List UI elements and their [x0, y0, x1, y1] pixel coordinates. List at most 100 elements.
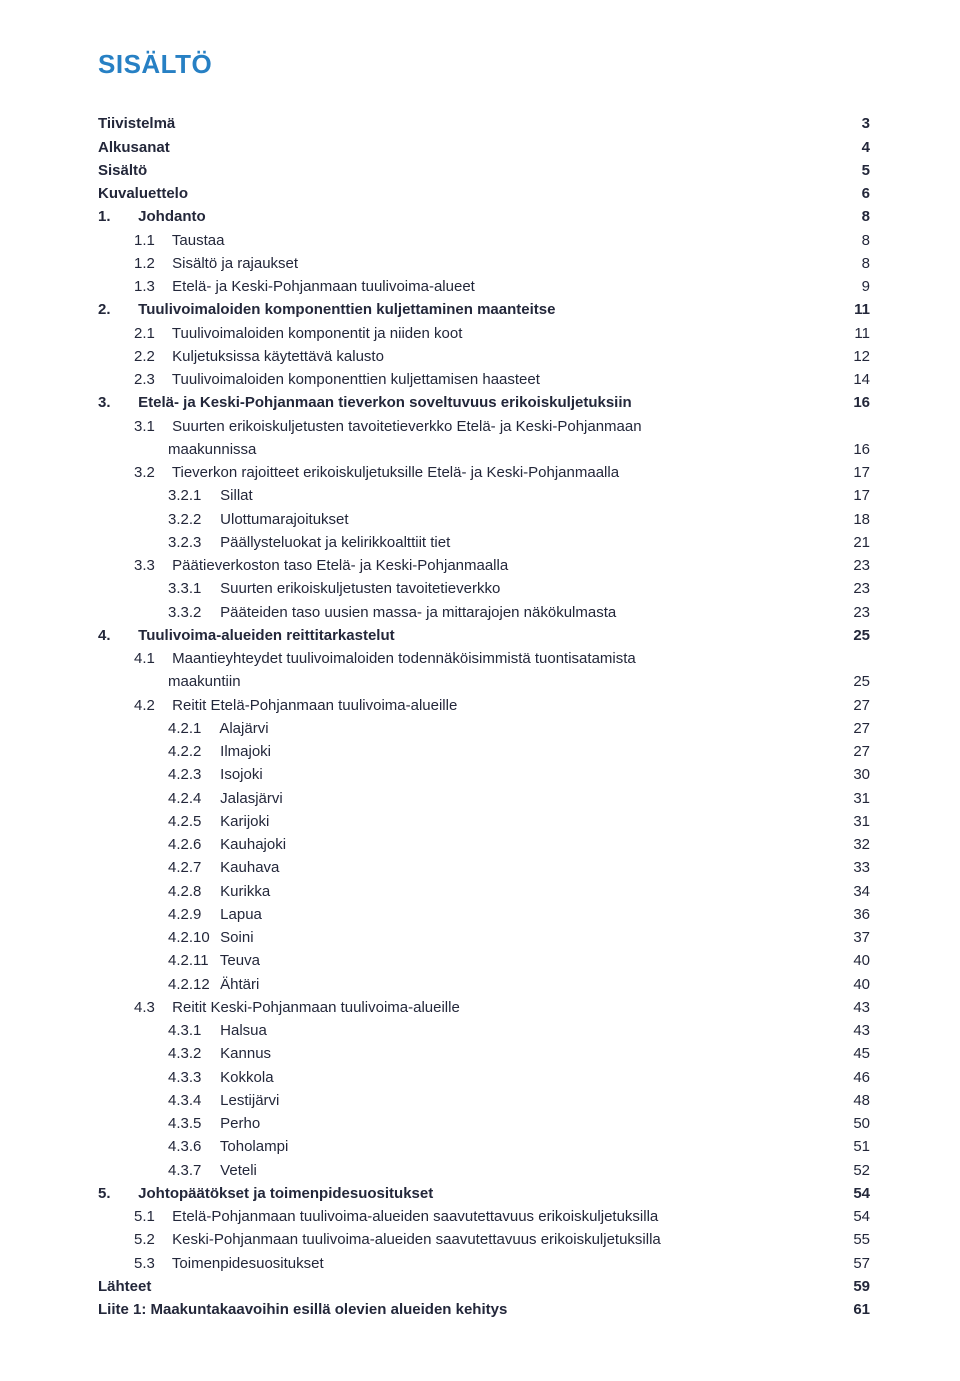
toc-entry-number: 4.2.3 [168, 763, 216, 786]
toc-entry-page: 8 [834, 229, 870, 252]
toc-entry-label: 2.1 Tuulivoimaloiden komponentit ja niid… [98, 322, 834, 345]
toc-entry: 2.3 Tuulivoimaloiden komponenttien kulje… [98, 368, 870, 391]
toc-entry-number: 3.3.2 [168, 601, 216, 624]
toc-entry-number: 3.3 [134, 554, 168, 577]
toc-entry-label: 3.3.1 Suurten erikoiskuljetusten tavoite… [98, 577, 834, 600]
toc-entry-label: Lähteet [98, 1275, 834, 1298]
toc-entry-text: Tuulivoimaloiden komponenttien kuljettam… [172, 371, 540, 388]
toc-entry-text: Karijoki [220, 813, 269, 830]
toc-entry: 3.3.2 Pääteiden taso uusien massa- ja mi… [98, 601, 870, 624]
table-of-contents: Tiivistelmä3Alkusanat4Sisältö5Kuvaluette… [98, 112, 870, 1321]
toc-entry-text: Lestijärvi [220, 1092, 279, 1109]
toc-entry-label: 2. Tuulivoimaloiden komponenttien kuljet… [98, 298, 834, 321]
toc-entry-label: 3. Etelä- ja Keski-Pohjanmaan tieverkon … [98, 391, 834, 414]
toc-entry: Liite 1: Maakuntakaavoihin esillä olevie… [98, 1298, 870, 1321]
toc-entry-text: Toimenpidesuositukset [172, 1255, 324, 1272]
toc-entry: Alkusanat4 [98, 136, 870, 159]
toc-entry-page: 27 [834, 740, 870, 763]
toc-entry: Kuvaluettelo6 [98, 182, 870, 205]
toc-entry-page: 8 [834, 252, 870, 275]
toc-entry-text: Teuva [220, 952, 260, 969]
toc-entry-number: 4.3 [134, 996, 168, 1019]
toc-entry-page: 27 [834, 694, 870, 717]
toc-entry: 3.2.3 Päällysteluokat ja kelirikkoalttii… [98, 531, 870, 554]
toc-entry-label: 1.3 Etelä- ja Keski-Pohjanmaan tuulivoim… [98, 275, 834, 298]
toc-entry-number: 4.2.10 [168, 926, 216, 949]
toc-entry-number: 3.2.2 [168, 508, 216, 531]
toc-entry: 4.2.2 Ilmajoki27 [98, 740, 870, 763]
toc-entry-label: 4.3 Reitit Keski-Pohjanmaan tuulivoima-a… [98, 996, 834, 1019]
toc-entry: maakunnissa16 [98, 438, 870, 461]
toc-entry: 4.3.6 Toholampi51 [98, 1135, 870, 1158]
toc-entry-label: 2.2 Kuljetuksissa käytettävä kalusto [98, 345, 834, 368]
toc-entry-text: Veteli [220, 1162, 257, 1179]
toc-entry-page: 34 [834, 880, 870, 903]
toc-entry-page: 12 [834, 345, 870, 368]
toc-entry-number: 4.2.1 [168, 717, 216, 740]
toc-entry: 4.2.12 Ähtäri40 [98, 973, 870, 996]
toc-entry: 4.2.6 Kauhajoki32 [98, 833, 870, 856]
toc-entry: 4.2 Reitit Etelä-Pohjanmaan tuulivoima-a… [98, 694, 870, 717]
toc-entry-text: Ilmajoki [220, 743, 271, 760]
toc-entry-label: 5.3 Toimenpidesuositukset [98, 1252, 834, 1275]
toc-entry: 3. Etelä- ja Keski-Pohjanmaan tieverkon … [98, 391, 870, 414]
toc-entry: 4.2.11 Teuva40 [98, 949, 870, 972]
toc-entry: 4.2.5 Karijoki31 [98, 810, 870, 833]
toc-entry: 4.3.7 Veteli52 [98, 1159, 870, 1182]
toc-entry: maakuntiin25 [98, 670, 870, 693]
toc-entry: 5.2 Keski-Pohjanmaan tuulivoima-alueiden… [98, 1228, 870, 1251]
toc-entry-number: 4.2.5 [168, 810, 216, 833]
toc-entry-page: 3 [834, 112, 870, 135]
toc-entry-label: 1.2 Sisältö ja rajaukset [98, 252, 834, 275]
toc-entry-text: Kurikka [220, 883, 270, 900]
toc-entry-label: 4.2.7 Kauhava [98, 856, 834, 879]
toc-entry-text: Kannus [220, 1045, 271, 1062]
toc-entry-text: Tiivistelmä [98, 115, 175, 132]
toc-entry: 4.3.1 Halsua43 [98, 1019, 870, 1042]
toc-entry-label: 1. Johdanto [98, 205, 834, 228]
toc-entry-text: Sillat [220, 487, 253, 504]
toc-entry-text: Kuljetuksissa käytettävä kalusto [172, 348, 384, 365]
toc-entry-number: 1.3 [134, 275, 168, 298]
toc-entry-label: 4.2.11 Teuva [98, 949, 834, 972]
toc-entry: 4.3.3 Kokkola46 [98, 1066, 870, 1089]
toc-entry-page: 54 [834, 1205, 870, 1228]
toc-entry: 4.2.4 Jalasjärvi31 [98, 787, 870, 810]
toc-entry-text: Sisältö [98, 162, 147, 179]
toc-entry-label: 5.2 Keski-Pohjanmaan tuulivoima-alueiden… [98, 1228, 834, 1251]
toc-entry: 4. Tuulivoima-alueiden reittitarkastelut… [98, 624, 870, 647]
toc-entry-text: Halsua [220, 1022, 267, 1039]
toc-entry-page: 37 [834, 926, 870, 949]
toc-entry-number: 5. [98, 1182, 134, 1205]
toc-entry-page: 25 [834, 670, 870, 693]
toc-entry: 4.2.3 Isojoki30 [98, 763, 870, 786]
toc-entry-number: 4.3.4 [168, 1089, 216, 1112]
toc-entry-page: 23 [834, 554, 870, 577]
toc-entry: 4.2.9 Lapua36 [98, 903, 870, 926]
toc-entry-text: Lähteet [98, 1278, 151, 1295]
toc-entry-number: 4.2.7 [168, 856, 216, 879]
toc-entry-page: 46 [834, 1066, 870, 1089]
toc-entry-page: 52 [834, 1159, 870, 1182]
toc-entry-number: 3.1 [134, 415, 168, 438]
toc-entry-text: Etelä- ja Keski-Pohjanmaan tuulivoima-al… [172, 278, 475, 295]
toc-entry-text: Tuulivoimaloiden komponentit ja niiden k… [172, 325, 462, 342]
toc-entry-page: 21 [834, 531, 870, 554]
toc-entry-page: 4 [834, 136, 870, 159]
toc-entry-number: 3.2 [134, 461, 168, 484]
toc-entry-page: 16 [834, 391, 870, 414]
toc-entry-label: 4.3.7 Veteli [98, 1159, 834, 1182]
toc-entry: 2.2 Kuljetuksissa käytettävä kalusto12 [98, 345, 870, 368]
toc-entry: Tiivistelmä 3 [98, 112, 870, 135]
toc-entry-page: 31 [834, 787, 870, 810]
toc-entry-number: 4.3.7 [168, 1159, 216, 1182]
toc-entry-label: 3.2.1 Sillat [98, 484, 834, 507]
toc-entry: 3.2.1 Sillat17 [98, 484, 870, 507]
toc-entry-label: 4.3.6 Toholampi [98, 1135, 834, 1158]
toc-entry-text: Reitit Keski-Pohjanmaan tuulivoima-aluei… [172, 999, 460, 1016]
toc-entry: 3.2 Tieverkon rajoitteet erikoiskuljetuk… [98, 461, 870, 484]
toc-entry-label: 4.2.12 Ähtäri [98, 973, 834, 996]
toc-entry-page: 45 [834, 1042, 870, 1065]
toc-entry-label: 5.1 Etelä-Pohjanmaan tuulivoima-alueiden… [98, 1205, 834, 1228]
toc-entry-number: 4.2 [134, 694, 168, 717]
